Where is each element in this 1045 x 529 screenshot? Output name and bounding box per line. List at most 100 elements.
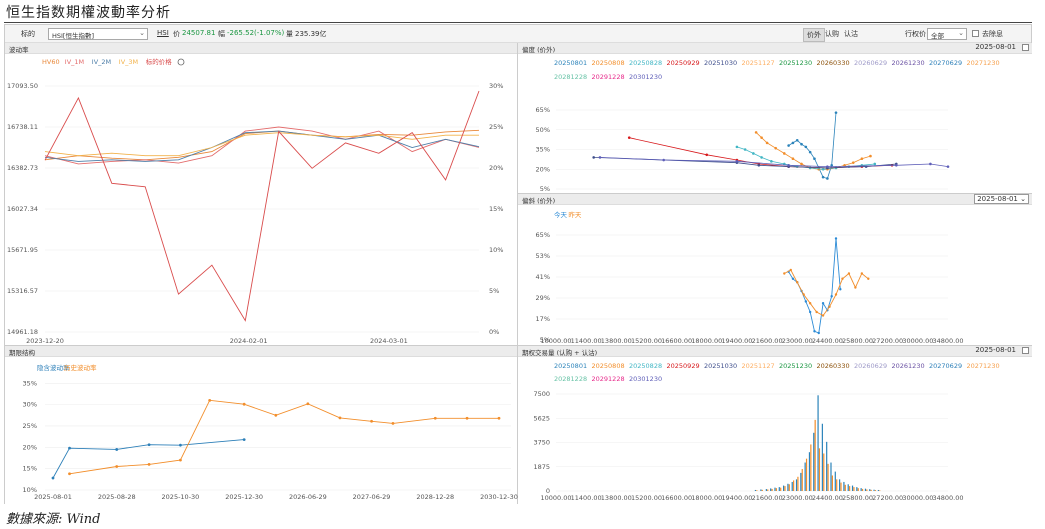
term-point-隐含波动率 [242, 438, 246, 442]
volume-bar-20250808 [814, 419, 816, 491]
smile-legend-今天: 今天 [554, 210, 568, 219]
skew-y-tick: 5% [540, 185, 550, 193]
volume-bar-20250808 [874, 490, 877, 491]
volume-bar-20250801 [864, 488, 867, 491]
volume-bar-20250801 [843, 481, 845, 491]
skew-point-20301230 [895, 164, 898, 167]
tab-put[interactable]: 认沽 [844, 30, 858, 38]
strike-select-value: 全部 [931, 32, 944, 40]
skew-point-20250801 [821, 175, 825, 179]
vol-legend-IV_2M: IV_2M [92, 58, 111, 66]
volume-bar-20250808 [853, 487, 855, 491]
skew-point-20250828 [821, 167, 825, 171]
volume-legend-20270629: 20270629 [929, 362, 962, 370]
tab-out-of-money[interactable]: 价外 [803, 28, 825, 42]
strike-select[interactable]: 全部 ⌄ [927, 28, 967, 40]
volume-bar-20250801 [817, 395, 819, 491]
skew-date[interactable]: 2025-08-01 [975, 43, 1016, 51]
skew-point-20250808 [869, 154, 872, 158]
tab-call[interactable]: 认购 [825, 30, 839, 38]
vol-y-left-tick: 16738.11 [7, 123, 38, 131]
volume-bar-20250801 [760, 489, 762, 491]
volume-legend-20261230: 20261230 [892, 362, 925, 370]
volume-date[interactable]: 2025-08-01 [975, 346, 1016, 354]
price-label: 价 [173, 30, 180, 38]
skew-panel-title: 偏度 (价外) [522, 46, 556, 54]
term-point-历史波动率 [370, 419, 373, 423]
change-value: -265.52(-1.07%) [227, 29, 285, 37]
volume-bar-20250808 [801, 469, 803, 491]
volatility-panel-header: 波动率 [5, 43, 517, 54]
skew-point-20250808 [791, 157, 795, 161]
smile-panel-header: 偏斜 (价外) 2025-08-01 ⌄ [518, 194, 1032, 205]
exclude-dividend-checkbox[interactable] [972, 30, 979, 37]
volume-legend-20291228: 20291228 [592, 375, 625, 383]
term-point-历史波动率 [433, 416, 437, 420]
volume-legend-20260629: 20260629 [854, 362, 887, 370]
volume-bar-20250808 [756, 490, 758, 491]
volume-panel-title: 期权交易量 (认购 + 认沽) [522, 349, 598, 357]
volume-bar-20250808 [879, 490, 881, 491]
skew-point-20250808 [765, 141, 769, 145]
skew-y-tick: 50% [536, 126, 550, 134]
volume-bar-20250801 [795, 479, 798, 491]
volume-legend-20301230: 20301230 [629, 375, 662, 383]
term-point-历史波动率 [115, 465, 119, 468]
volume-bar-20250801 [754, 489, 757, 491]
volume-bar-20250808 [771, 488, 773, 491]
vol-y-left-tick: 15671.95 [7, 246, 38, 254]
volume-x-tick: 11400.00 [571, 494, 602, 502]
smile-x-tick: 24400.00 [812, 337, 843, 345]
smile-series-昨天 [784, 269, 869, 317]
skew-point-20250801 [795, 138, 799, 142]
skew-legend-20260629: 20260629 [854, 59, 887, 67]
volatility-panel-title: 波动率 [9, 46, 29, 54]
volume-y-tick: 1875 [533, 463, 550, 471]
smile-panel: 偏斜 (价外) 2025-08-01 ⌄ 今天 昨天 65% 53% 41% 29% 17… [518, 194, 1032, 345]
vol-y-right-tick: 15% [489, 205, 503, 213]
underlying-select-value: HSI[恒生指數] [52, 32, 95, 40]
smile-y-tick: 5% [540, 336, 550, 344]
smile-y-tick: 53% [536, 252, 550, 260]
smile-x-tick: 16600.00 [661, 337, 692, 345]
underlying-code[interactable]: HSI [157, 29, 169, 37]
volume-x-tick: 23000.00 [782, 494, 813, 502]
vol-y-left-tick: 17093.50 [7, 82, 38, 90]
skew-point-20301230 [787, 164, 790, 167]
volume-bar-20250808 [840, 482, 842, 491]
volume-bar-20250808 [866, 489, 868, 491]
smile-y-tick: 17% [536, 315, 550, 323]
skew-point-20250828 [760, 156, 763, 159]
skew-point-20301230 [826, 165, 829, 168]
volume-legend-20271230: 20271230 [967, 362, 1000, 370]
skew-chart: 20250801 20250808 20250828 20250929 20251030… [536, 59, 1000, 201]
skew-point-20250808 [860, 157, 864, 161]
vol-x-tick: 2023-12-20 [26, 337, 64, 345]
volume-panel: 期权交易量 (认购 + 认沽) 2025-08-01 20250801 20250… [518, 346, 1032, 504]
volume-bar-20250801 [783, 485, 785, 491]
underlying-label: 标的 [21, 30, 35, 38]
smile-point-今天 [830, 295, 833, 298]
underlying-select[interactable]: HSI[恒生指數] ⌄ [48, 28, 148, 40]
volume-x-tick: 16600.00 [661, 494, 692, 502]
calendar-icon[interactable] [1022, 44, 1029, 51]
volume-y-tick: 3750 [533, 439, 550, 447]
term-structure-panel-header: 期限结构 [5, 346, 517, 357]
smile-point-昨天 [783, 272, 786, 275]
volume-bar-20250801 [830, 462, 832, 491]
vol-legend-IV_1M: IV_1M [65, 58, 84, 66]
vol-y-left-tick: 15316.57 [7, 287, 38, 295]
calendar-icon[interactable] [1022, 347, 1029, 354]
vol-y-left-tick: 16027.34 [7, 205, 38, 213]
volume-bar-20250808 [818, 448, 821, 491]
term-point-隐含波动率 [68, 446, 71, 450]
volume-x-tick: 25800.00 [842, 494, 873, 502]
volume-bar-20250801 [813, 432, 815, 491]
data-source: 數據來源: Wind [6, 512, 101, 527]
smile-date-select[interactable]: 2025-08-01 ⌄ [974, 194, 1029, 204]
skew-legend-20251230: 20251230 [779, 59, 812, 67]
skew-point-20250828 [743, 148, 747, 151]
volume-legend-20250929: 20250929 [667, 362, 700, 370]
skew-point-20301230 [598, 156, 602, 159]
term-point-隐含波动率 [51, 476, 55, 480]
